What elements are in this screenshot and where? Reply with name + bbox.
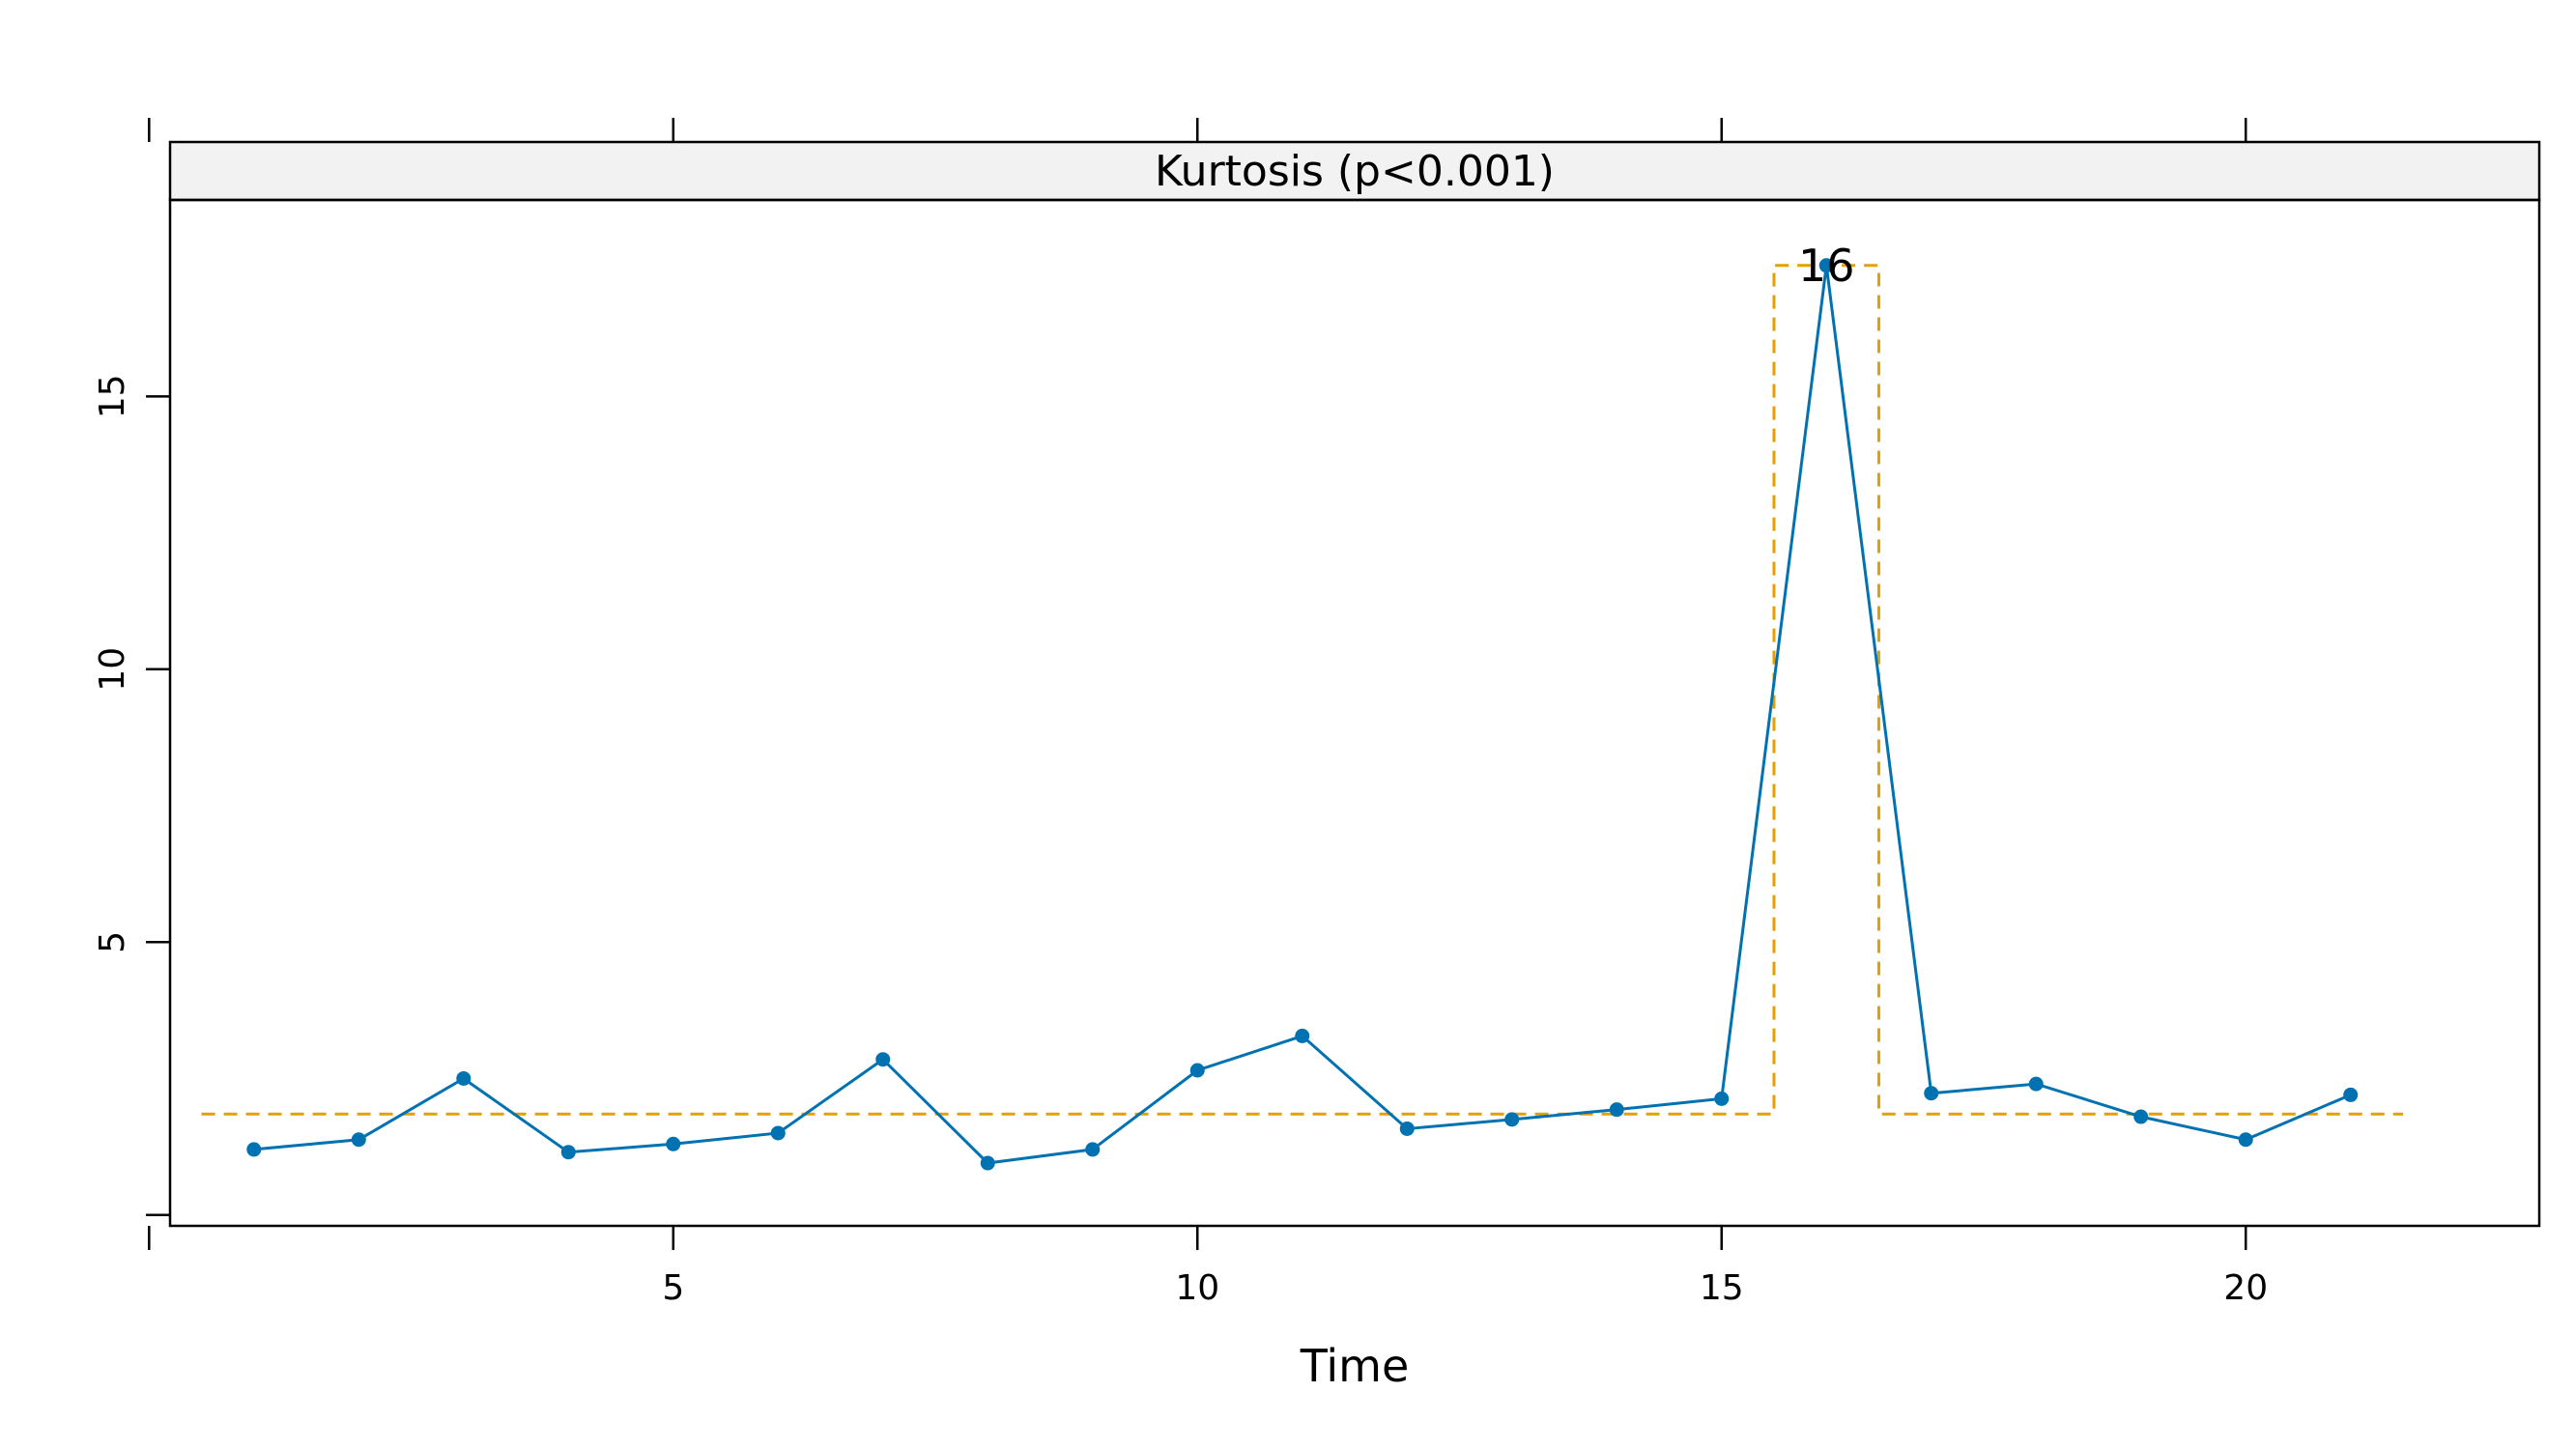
data-point (1714, 1091, 1730, 1106)
data-point (456, 1070, 472, 1086)
x-axis-top-ticks (148, 118, 2247, 142)
data-point (560, 1145, 576, 1160)
data-point (666, 1136, 681, 1151)
series-layer (246, 258, 2359, 1171)
y-axis-left: 5 10 15 (93, 374, 170, 1216)
data-point (1504, 1112, 1520, 1127)
y-tick-label: 5 (93, 931, 132, 953)
data-point (2343, 1087, 2359, 1102)
data-point (875, 1052, 891, 1067)
data-point (1189, 1063, 1205, 1078)
data-point (2133, 1109, 2149, 1124)
x-axis-bottom: 5 10 15 20 (148, 1226, 2268, 1308)
strip-title: Kurtosis (p<0.001) (1155, 147, 1555, 196)
data-point (770, 1125, 786, 1141)
series-line (253, 265, 2352, 1165)
strip-background (168, 140, 2541, 202)
data-point (1609, 1102, 1624, 1118)
threshold-layer (201, 264, 2403, 1116)
point-annotation: 16 (1798, 240, 1855, 292)
data-point (1924, 1086, 1939, 1101)
x-tick-label: 5 (662, 1268, 684, 1308)
data-point (351, 1132, 366, 1148)
plot-panel (168, 198, 2541, 1228)
data-point (1399, 1121, 1415, 1136)
data-point (2028, 1076, 2044, 1092)
y-tick-label: 10 (93, 647, 132, 692)
threshold-line (201, 264, 2403, 1116)
data-point (2238, 1132, 2253, 1148)
x-axis-title: Time (1300, 1340, 1410, 1392)
data-point (1818, 258, 1834, 273)
x-tick-label: 15 (1700, 1268, 1744, 1308)
x-tick-label: 10 (1175, 1268, 1219, 1308)
annotation-layer: 16 (1798, 240, 1855, 292)
x-tick-label: 20 (2223, 1268, 2268, 1308)
data-point (246, 1142, 262, 1157)
data-point (1295, 1028, 1310, 1043)
data-point (1085, 1142, 1101, 1157)
y-tick-label: 15 (93, 374, 132, 418)
data-point (980, 1155, 995, 1171)
